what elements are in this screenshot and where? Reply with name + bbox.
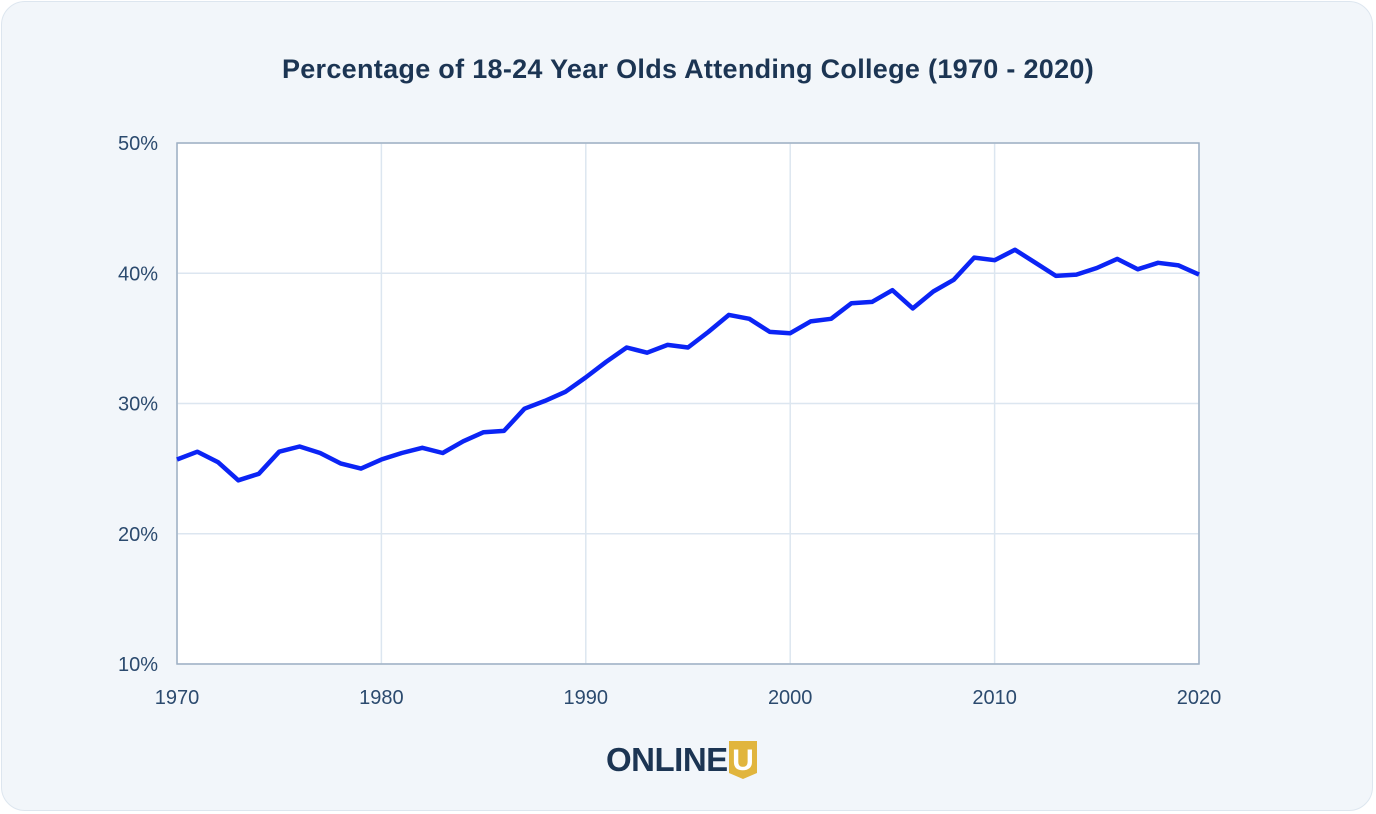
y-tick-labels: 10% 20% 30% 40% 50% — [118, 133, 158, 676]
y-tick-label: 30% — [118, 394, 158, 416]
x-tick-label: 2020 — [1177, 687, 1222, 709]
x-tick-label: 2000 — [768, 687, 813, 709]
x-tick-label: 1990 — [564, 687, 609, 709]
x-tick-label: 1980 — [359, 687, 404, 709]
x-tick-labels: 1970 1980 1990 2000 2010 2020 — [155, 687, 1222, 709]
series-group — [176, 247, 1200, 483]
logo-badge-letter: U — [732, 744, 754, 777]
axes — [176, 142, 1200, 665]
plot-border — [176, 142, 1200, 665]
onlineu-logo: ONLINE U — [606, 740, 757, 780]
y-tick-label: 10% — [118, 654, 158, 676]
x-tick-label: 2010 — [972, 687, 1017, 709]
chart-title: Percentage of 18-24 Year Olds Attending … — [281, 54, 1095, 84]
y-tick-label: 50% — [118, 133, 158, 155]
x-tick-label: 1970 — [155, 687, 200, 709]
logo-badge-icon: U — [728, 741, 757, 779]
y-tick-label: 20% — [118, 524, 158, 546]
y-tick-label: 40% — [118, 263, 158, 285]
logo-text: ONLINE — [606, 741, 728, 778]
